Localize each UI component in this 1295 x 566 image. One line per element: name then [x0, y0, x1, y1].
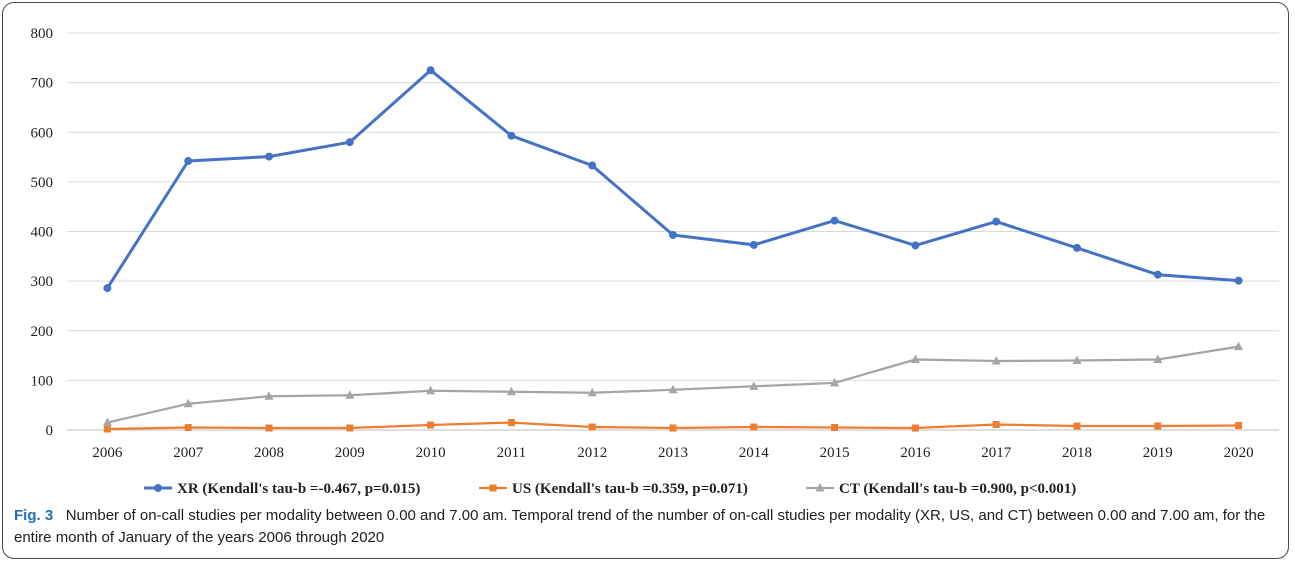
y-tick-label: 700	[31, 76, 54, 92]
data-point	[103, 284, 112, 293]
data-point	[427, 421, 435, 429]
data-point	[506, 386, 516, 396]
data-point	[1153, 270, 1162, 279]
y-tick-label: 200	[31, 324, 54, 340]
data-point	[992, 421, 1000, 429]
data-point	[1235, 422, 1243, 430]
legend-item: CT (Kendall's tau-b =0.900, p<0.001)	[806, 481, 1076, 497]
data-point	[507, 131, 516, 140]
y-tick-label: 500	[31, 175, 54, 191]
data-point	[911, 424, 919, 432]
data-point	[668, 384, 678, 394]
series-line	[107, 345, 1239, 424]
legend-label: XR (Kendall's tau-b =-0.467, p=0.015)	[177, 481, 420, 497]
figure-caption: Fig. 3 Number of on-call studies per mod…	[14, 505, 1280, 549]
data-point	[830, 377, 840, 387]
data-point	[1234, 341, 1244, 351]
data-point	[184, 424, 192, 432]
figure-frame	[2, 2, 1289, 559]
legend: XR (Kendall's tau-b =-0.467, p=0.015) US …	[144, 481, 1076, 497]
data-point	[1153, 354, 1163, 364]
data-point	[426, 385, 436, 395]
y-tick-label: 800	[31, 26, 54, 42]
data-point	[1073, 243, 1081, 252]
y-tick-label: 100	[31, 373, 54, 389]
x-tick-label: 2012	[577, 445, 607, 461]
data-point	[345, 138, 354, 147]
y-tick-label: 400	[31, 225, 54, 241]
series-2	[102, 341, 1244, 427]
data-point	[1234, 276, 1243, 285]
figure-caption-text: Number of on-call studies per modality b…	[14, 507, 1266, 546]
data-point	[345, 390, 355, 399]
y-tick-label: 600	[31, 125, 54, 141]
data-point	[264, 391, 274, 400]
x-tick-label: 2013	[658, 445, 688, 461]
legend-label: US (Kendall's tau-b =0.359, p=0.071)	[512, 481, 748, 497]
legend-swatch-marker	[154, 484, 162, 492]
legend-label: CT (Kendall's tau-b =0.900, p<0.001)	[839, 481, 1076, 497]
data-point	[507, 419, 515, 427]
x-tick-label: 2020	[1224, 445, 1254, 461]
data-point	[265, 152, 273, 161]
x-tick-label: 2017	[981, 445, 1012, 461]
data-point	[1072, 355, 1082, 365]
data-point	[426, 66, 435, 75]
series-group	[102, 66, 1244, 433]
x-tick-label: 2014	[739, 445, 770, 461]
line-chart: 0 100 200 300 400 500 600 700 800 2006 2007 2008 200…	[31, 26, 1279, 497]
data-point	[669, 424, 677, 432]
x-tick-label: 2006	[92, 445, 123, 461]
legend-item: US (Kendall's tau-b =0.359, p=0.071)	[479, 481, 748, 497]
data-point	[588, 423, 596, 431]
data-point	[588, 161, 597, 170]
data-point	[749, 381, 759, 390]
x-tick-label: 2009	[335, 445, 365, 461]
x-tick-label: 2008	[254, 445, 284, 461]
axes: 0 100 200 300 400 500 600 700 800 2006 2007 2008 200…	[31, 26, 1254, 461]
y-tick-label: 300	[31, 274, 54, 290]
data-point	[1073, 422, 1081, 430]
x-tick-label: 2018	[1062, 445, 1092, 461]
data-point	[830, 216, 839, 225]
data-point	[587, 387, 597, 397]
data-point	[183, 398, 193, 408]
data-point	[991, 356, 1001, 365]
data-point	[910, 354, 920, 364]
x-tick-label: 2010	[416, 445, 446, 461]
data-point	[1154, 422, 1162, 430]
x-tick-label: 2007	[173, 445, 204, 461]
series-0	[103, 66, 1243, 293]
data-point	[103, 425, 111, 433]
legend-swatch-marker	[815, 483, 825, 492]
data-point	[669, 230, 677, 239]
data-point	[184, 157, 193, 166]
series-line	[106, 68, 1239, 289]
x-tick-label: 2016	[900, 445, 931, 461]
figure-label: Fig. 3	[14, 507, 54, 524]
data-point	[831, 424, 839, 432]
legend-swatch-marker	[489, 484, 497, 492]
data-point	[749, 240, 758, 249]
x-tick-label: 2015	[820, 445, 850, 461]
x-tick-label: 2011	[497, 445, 526, 461]
legend-item: XR (Kendall's tau-b =-0.467, p=0.015)	[144, 481, 420, 497]
data-point	[346, 424, 354, 432]
data-point	[992, 217, 1001, 226]
x-tick-label: 2019	[1143, 445, 1173, 461]
y-tick-label: 0	[46, 423, 54, 439]
data-point	[750, 423, 758, 431]
data-point	[102, 417, 112, 427]
series-1	[103, 419, 1243, 433]
data-point	[265, 424, 273, 432]
data-point	[911, 241, 920, 250]
